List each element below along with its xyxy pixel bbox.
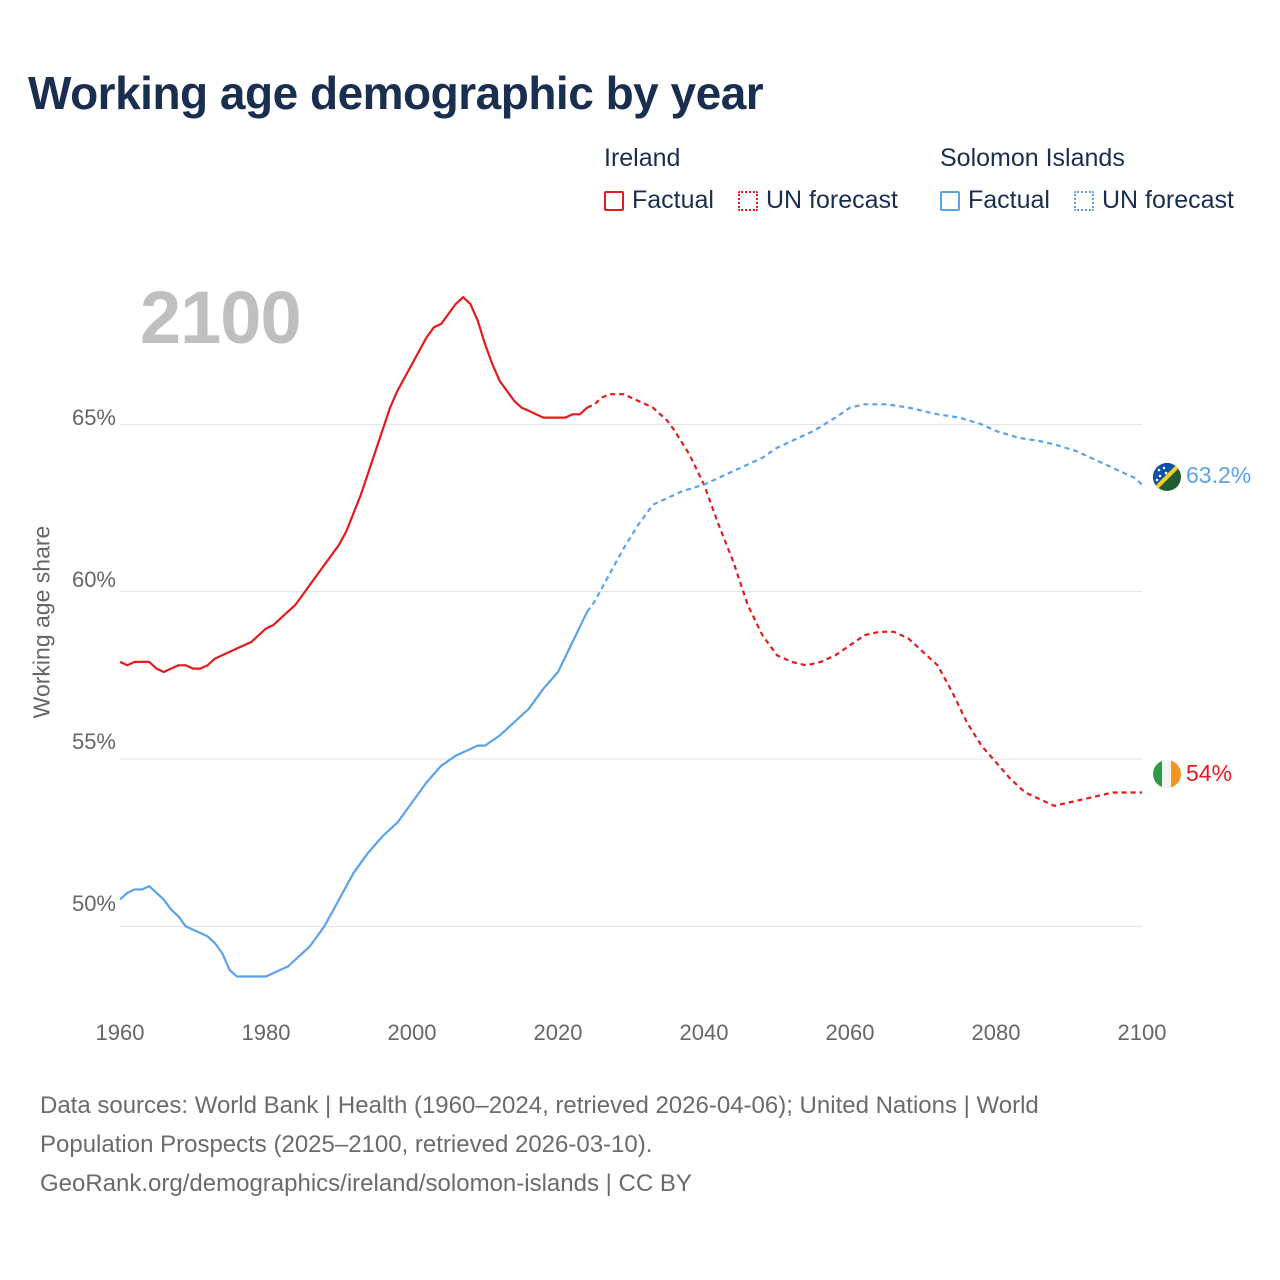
series-line-ireland-factual[interactable] (119, 296, 588, 674)
x-tick-label: 2080 (971, 1020, 1021, 1045)
footer-line: Data sources: World Bank | Health (1960–… (40, 1092, 1039, 1119)
end-markers (1153, 463, 1181, 788)
x-tick-label: 2040 (679, 1020, 729, 1045)
legend-solomon-factual[interactable]: Factual (940, 186, 1050, 215)
legend-solomon-forecast[interactable]: UN forecast (1074, 186, 1234, 215)
series-line-solomon-islands-forecast[interactable] (586, 403, 1143, 613)
grid-lines (120, 423, 1142, 927)
solomon-islands-flag-icon (1153, 463, 1181, 491)
legend-label: Factual (632, 186, 714, 214)
y-tick-label: 65% (71, 405, 116, 430)
footer-link[interactable]: GeoRank.org/demographics/ireland/solomon… (40, 1170, 692, 1197)
end-label-ireland: 54% (1186, 760, 1233, 786)
legend-group-solomon: Solomon Islands (940, 144, 1125, 172)
legend-group-ireland: Ireland (604, 144, 681, 172)
y-tick-label: 60% (71, 567, 116, 592)
legend-ireland-factual[interactable]: Factual (604, 186, 714, 215)
end-label-solomon: 63.2% (1186, 462, 1252, 488)
footer-sources: Data sources: World Bank | Health (1960–… (40, 1086, 1220, 1203)
x-tick-label: 1980 (241, 1020, 291, 1045)
legend-label: UN forecast (1102, 186, 1234, 214)
x-tick-label: 2060 (825, 1020, 875, 1045)
year-watermark: 2100 (140, 276, 302, 359)
legend-label: UN forecast (766, 186, 898, 214)
series-line-solomon-islands-factual[interactable] (119, 611, 589, 978)
x-tick-label: 2000 (387, 1020, 437, 1045)
x-tick-label: 1960 (95, 1020, 145, 1045)
legend-swatch-solomon-factual (940, 190, 960, 211)
y-tick-label: 55% (71, 729, 116, 754)
legend-swatch-ireland-forecast (738, 190, 758, 211)
legend-label: Factual (968, 186, 1050, 214)
legend-swatch-ireland-factual (604, 190, 624, 211)
series-lines (119, 296, 1143, 978)
series-line-ireland-forecast[interactable] (586, 393, 1142, 808)
ireland-flag-icon (1153, 760, 1181, 788)
legend-ireland-forecast[interactable]: UN forecast (738, 186, 898, 215)
x-tick-label: 2100 (1117, 1020, 1167, 1045)
footer-line: Population Prospects (2025–2100, retriev… (40, 1131, 653, 1158)
legend-swatch-solomon-forecast (1074, 190, 1094, 211)
x-tick-label: 2020 (533, 1020, 583, 1045)
y-tick-label: 50% (71, 891, 116, 916)
chart-title: Working age demographic by year (28, 67, 764, 119)
